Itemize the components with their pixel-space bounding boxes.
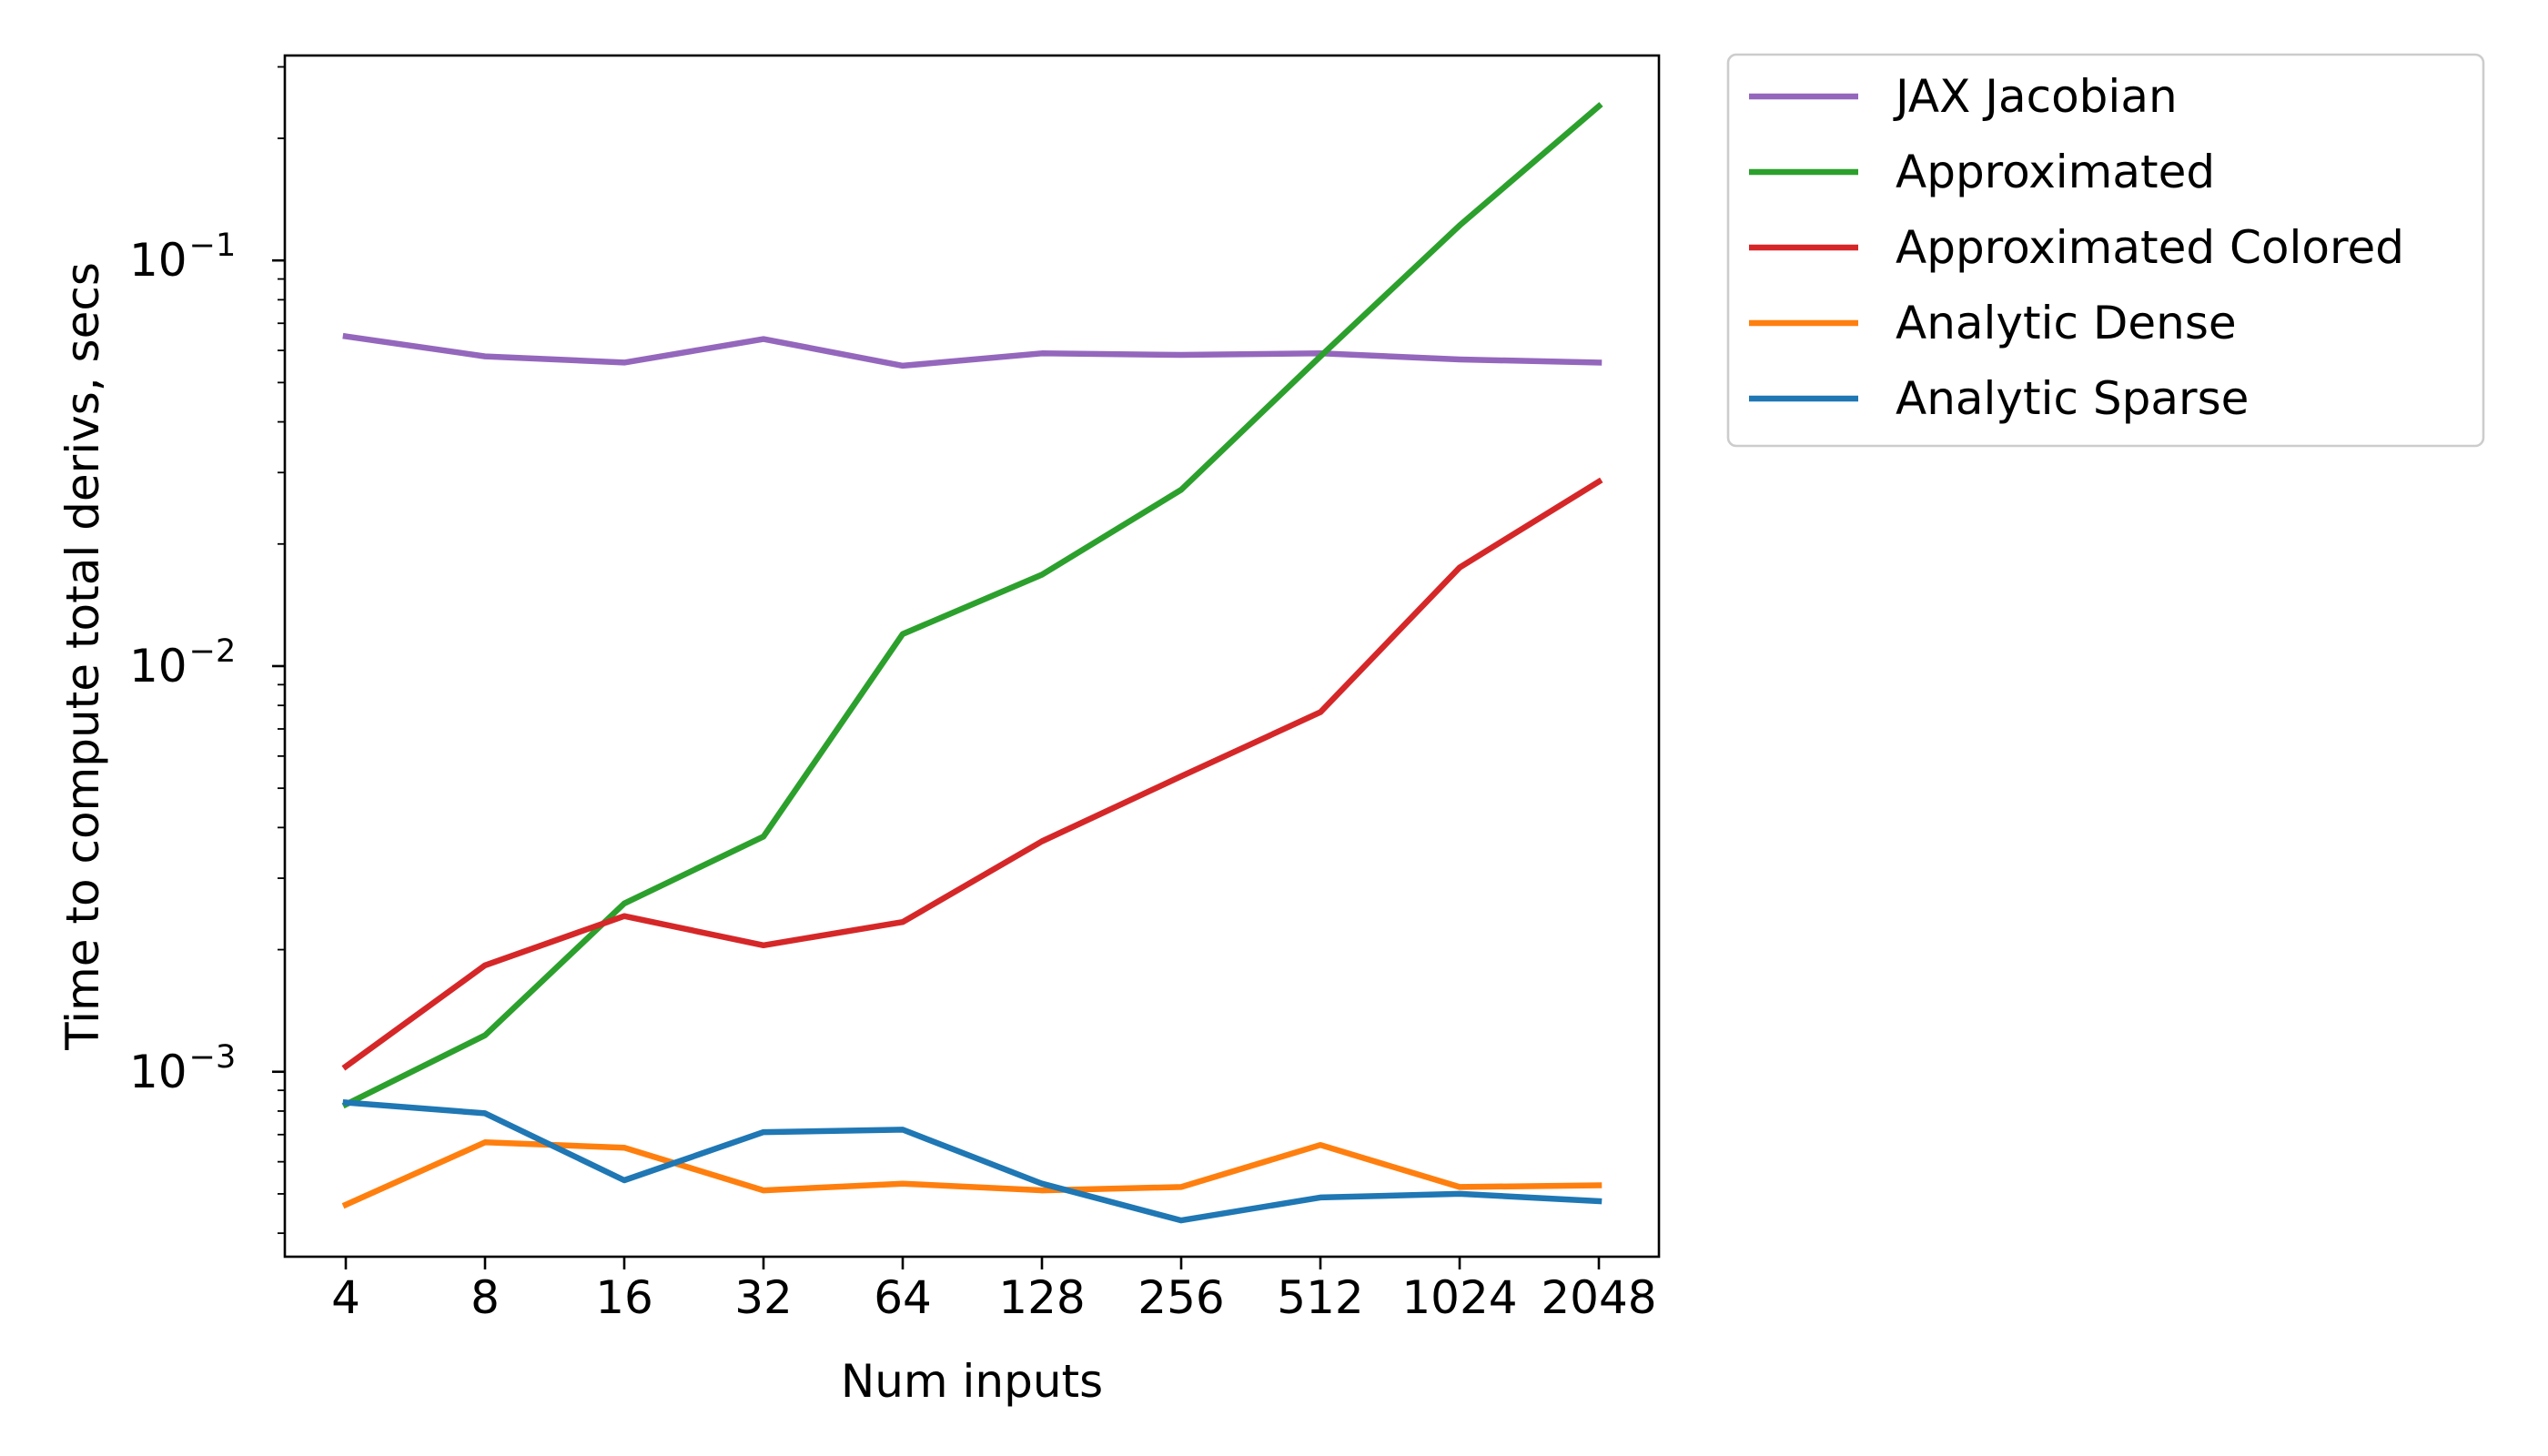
x-tick-label: 128 — [998, 1271, 1085, 1324]
legend-label: Approximated Colored — [1896, 221, 2404, 274]
legend-label: Approximated — [1896, 146, 2215, 198]
series-line-analytic-sparse — [342, 1099, 1603, 1224]
legend-label: Analytic Dense — [1896, 297, 2237, 349]
legend-label: Analytic Sparse — [1896, 372, 2249, 425]
series-line-approximated — [341, 102, 1603, 1109]
x-tick-label: 512 — [1277, 1271, 1363, 1324]
series-layer — [341, 102, 1603, 1224]
x-tick-label: 2048 — [1541, 1271, 1656, 1324]
legend-frame — [1726, 53, 2485, 448]
y-axis: 10−1 10−2 10−3 — [129, 66, 285, 1235]
plot-area-frame — [283, 54, 1661, 1259]
series-line-approximated-colored — [341, 477, 1603, 1071]
y-tick-label: 10−1 — [129, 228, 236, 287]
x-tick-label: 256 — [1138, 1271, 1224, 1324]
x-axis-label: Num inputs — [841, 1355, 1103, 1408]
series-line-jax-jacobian — [342, 332, 1603, 369]
x-tick-label: 1024 — [1401, 1271, 1517, 1324]
legend: JAX Jacobian Approximated Approximated Col… — [1726, 53, 2485, 448]
x-tick-label: 8 — [470, 1271, 500, 1324]
y-axis-label: Time to compute total derivs, secs — [56, 262, 109, 1051]
x-axis: 4 8 16 32 64 128 256 512 1024 2048 — [331, 1257, 1657, 1324]
x-tick-label: 4 — [331, 1271, 360, 1324]
legend-items: JAX Jacobian Approximated Approximated Col… — [1749, 70, 2404, 425]
legend-label: JAX Jacobian — [1893, 70, 2178, 123]
x-tick-label: 16 — [595, 1271, 653, 1324]
x-tick-label: 32 — [734, 1271, 793, 1324]
y-tick-label: 10−2 — [129, 633, 236, 693]
x-tick-label: 64 — [874, 1271, 932, 1324]
y-tick-label: 10−3 — [129, 1039, 236, 1098]
